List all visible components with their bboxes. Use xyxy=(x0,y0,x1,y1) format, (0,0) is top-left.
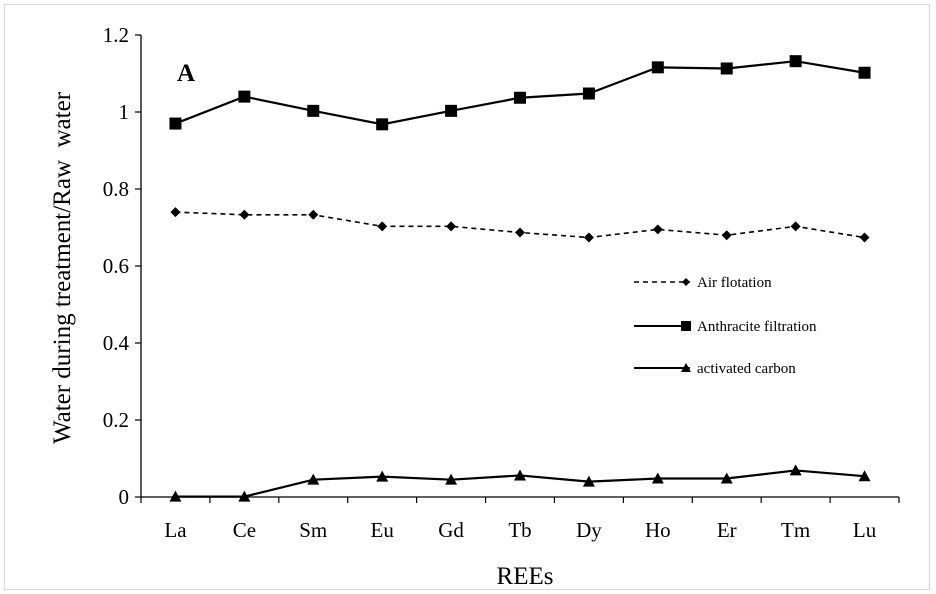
legend-item: activated carbon xyxy=(634,361,796,377)
series-activated-carbon xyxy=(169,464,871,502)
x-tick-label: Sm xyxy=(299,518,327,542)
data-point xyxy=(582,87,595,100)
data-point xyxy=(308,209,319,220)
data-point xyxy=(514,91,526,104)
data-point xyxy=(445,473,458,485)
x-axis-title: REEs xyxy=(497,563,554,590)
series-anthracite-filtration xyxy=(169,55,871,131)
data-point xyxy=(720,62,733,75)
panel-label: A xyxy=(177,60,195,87)
axes xyxy=(140,35,899,498)
y-tick-label: 0.2 xyxy=(103,408,129,432)
legend-marker xyxy=(681,363,691,372)
data-point xyxy=(376,470,389,482)
data-point xyxy=(307,473,320,485)
data-point xyxy=(582,475,595,487)
data-point xyxy=(169,490,182,502)
series-air-flotation xyxy=(170,207,870,243)
legend-label: activated carbon xyxy=(697,361,796,377)
data-point xyxy=(445,104,458,117)
x-tick-label: Dy xyxy=(576,518,602,542)
y-tick-label: 1 xyxy=(119,100,130,124)
legend-marker xyxy=(681,321,691,331)
data-point xyxy=(789,55,802,68)
data-point xyxy=(376,118,389,131)
data-point xyxy=(238,90,251,103)
x-tick-label: Lu xyxy=(853,518,877,542)
data-point xyxy=(651,61,664,74)
chart-frame xyxy=(4,4,930,590)
x-tick-label: Ce xyxy=(233,518,256,542)
y-tick-label: 0 xyxy=(119,485,130,509)
y-tick-label: 0.4 xyxy=(103,331,130,355)
x-tick-label: Ho xyxy=(645,518,671,542)
data-point xyxy=(790,221,801,232)
x-tick-label: Tm xyxy=(781,518,810,542)
data-point xyxy=(583,232,594,243)
data-point xyxy=(239,209,250,220)
y-axis-title: Water during treatment/Raw water xyxy=(49,91,76,444)
legend: Air flotation Anthracite filtration activa… xyxy=(634,275,817,377)
data-point xyxy=(721,230,732,241)
x-ticks: La Ce Sm Eu Gd Tb Dy Ho Er Tm Lu xyxy=(140,497,900,542)
y-ticks: 0 0.2 0.4 0.6 0.8 1 1.2 xyxy=(103,23,141,509)
legend-label: Air flotation xyxy=(697,275,772,291)
data-point xyxy=(446,221,457,232)
x-tick-label: Gd xyxy=(438,518,464,542)
data-point xyxy=(720,472,733,484)
data-point xyxy=(515,227,525,238)
y-tick-label: 0.8 xyxy=(103,177,129,201)
legend-item: Anthracite filtration xyxy=(634,319,817,335)
data-point xyxy=(170,207,181,218)
legend-marker xyxy=(682,278,690,286)
data-point xyxy=(169,117,182,130)
x-tick-label: Tb xyxy=(508,518,531,542)
data-point xyxy=(238,490,251,502)
x-tick-label: Er xyxy=(717,518,737,542)
legend-item: Air flotation xyxy=(634,275,772,291)
y-tick-label: 0.6 xyxy=(103,254,129,278)
x-tick-label: La xyxy=(164,518,187,542)
data-point xyxy=(789,464,802,476)
x-tick-label: Eu xyxy=(371,518,395,542)
data-point xyxy=(377,221,388,232)
data-point xyxy=(307,104,320,117)
series-layer xyxy=(169,55,871,502)
data-point xyxy=(652,224,663,235)
legend-label: Anthracite filtration xyxy=(697,319,817,335)
y-tick-label: 1.2 xyxy=(103,23,129,47)
data-point xyxy=(651,472,664,484)
data-point xyxy=(859,232,870,243)
data-point xyxy=(858,470,871,482)
data-point xyxy=(514,469,526,481)
data-point xyxy=(858,66,871,79)
